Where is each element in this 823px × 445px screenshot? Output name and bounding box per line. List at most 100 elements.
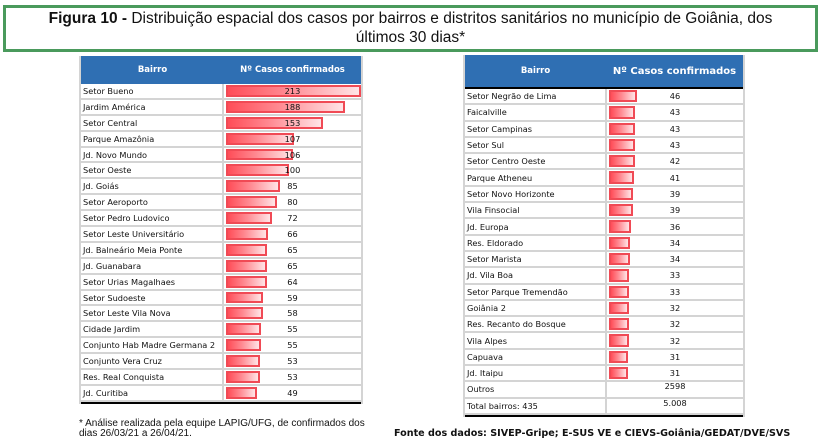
table-row: Setor Parque Tremendão 33: [465, 284, 743, 301]
table-row: Goiânia 2 32: [465, 300, 743, 318]
table-row: Capuava 31: [465, 349, 743, 367]
cases-cell: 43: [607, 138, 743, 152]
table-row: Jd. Guanabara 65: [81, 258, 361, 275]
cases-cell: 46: [607, 89, 743, 103]
summary-value: 2598: [664, 381, 686, 392]
cases-data-bar: [609, 350, 628, 364]
cases-value: 66: [287, 228, 298, 239]
bairro-name: Setor Sul: [465, 137, 607, 153]
table-row: Setor Aeroporto 80: [81, 195, 361, 212]
cases-value: 53: [287, 371, 298, 382]
table-row: Setor Leste Vila Nova 58: [81, 306, 361, 323]
bairro-name: Capuava: [465, 349, 607, 365]
table-row: Vila Finsocial 39: [465, 203, 743, 220]
cases-data-bar: [609, 334, 629, 347]
bairro-name: Res. Eldorado: [465, 235, 607, 250]
cases-cell: 32: [607, 301, 743, 315]
table-row: Setor Bueno 213: [81, 84, 361, 100]
table-row: Setor Marista 34: [465, 251, 743, 269]
bairro-name: Setor Centro Oeste: [465, 154, 607, 169]
cases-cell: 31: [607, 350, 743, 364]
bairro-name: Setor Aeroporto: [81, 195, 224, 210]
cases-cell: 33: [607, 285, 743, 299]
cases-cell: 65: [224, 243, 361, 257]
cases-value: 31: [669, 351, 681, 362]
bairro-name: Res. Recanto do Bosque: [465, 317, 607, 332]
cases-cell: 39: [607, 203, 743, 217]
bairro-name: Setor Oeste: [81, 163, 224, 178]
table-row: Res. Eldorado 34: [465, 235, 743, 252]
cases-cell: 80: [224, 195, 361, 209]
cases-cell: 49: [224, 386, 361, 400]
right-cases-table: Bairro Nº Casos confirmados Setor Negrão…: [463, 55, 745, 417]
cases-cell: 100: [224, 163, 361, 177]
table-row: Setor Centro Oeste 42: [465, 154, 743, 171]
cases-data-bar: [609, 301, 629, 315]
cases-data-bar: [226, 291, 264, 304]
cases-data-bar: [226, 275, 267, 288]
bairro-name: Jd. Europa: [465, 219, 607, 234]
bairro-name: Setor Central: [81, 115, 224, 130]
table-row: Conjunto Vera Cruz 53: [81, 354, 361, 371]
table-row: Jd. Balneário Meia Ponte 65: [81, 242, 361, 259]
cases-value: 53: [287, 356, 298, 367]
cases-cell: 53: [224, 354, 361, 368]
figure-title-line1: Distribuição espacial dos casos por bair…: [127, 10, 773, 27]
cases-data-bar: [226, 180, 280, 193]
table-body: Setor Bueno 213 Jardim América 188 Setor Cen…: [81, 84, 361, 402]
cases-value: 39: [669, 205, 681, 216]
table-row: Setor Oeste 100: [81, 163, 361, 180]
table-row: Conjunto Hab Madre Germana 2 55: [81, 338, 361, 355]
cases-cell: 64: [224, 275, 361, 289]
cases-data-bar: [609, 367, 628, 380]
bairro-name: Setor Sudoeste: [81, 290, 224, 305]
cases-value: 46: [669, 91, 681, 102]
bairro-name: Jd. Guanabara: [81, 258, 224, 273]
cases-data-bar: [226, 196, 277, 209]
table-row: Parque Atheneu 41: [465, 170, 743, 187]
cases-value: 32: [669, 335, 681, 346]
bairro-name: Setor Pedro Ludovico: [81, 211, 224, 226]
cases-data-bar: [226, 243, 268, 256]
bairro-name: Jd. Itaipu: [465, 366, 607, 381]
cases-data-bar: [609, 220, 631, 233]
cases-data-bar: [226, 371, 260, 383]
cases-data-bar: [609, 187, 633, 201]
summary-cell: 2598: [607, 381, 743, 396]
bairro-name: Jd. Balneário Meia Ponte: [81, 242, 224, 257]
cases-cell: 66: [224, 227, 361, 241]
cases-value: 213: [284, 85, 301, 96]
cases-data-bar: [226, 228, 268, 240]
bairro-name: Setor Urias Magalhaes: [81, 274, 224, 289]
cases-data-bar: [226, 386, 258, 399]
cases-value: 43: [669, 123, 681, 134]
cases-value: 100: [284, 165, 301, 176]
cases-data-bar: [226, 132, 294, 145]
bairro-name: Parque Atheneu: [465, 170, 607, 185]
bairro-name: Conjunto Hab Madre Germana 2: [81, 338, 224, 353]
table-row: Setor Novo Horizonte 39: [465, 186, 743, 204]
bairro-name: Jd. Goiás: [81, 179, 224, 194]
header-bairro: Bairro: [520, 66, 551, 76]
cases-cell: 34: [607, 236, 743, 250]
table-row: Setor Pedro Ludovico 72: [81, 211, 361, 228]
summary-row: Outros 2598: [465, 381, 743, 399]
cases-value: 65: [287, 244, 298, 255]
figure-label: Figura 10 -: [48, 10, 128, 27]
table-row: Jd. Goiás 85: [81, 179, 361, 196]
cases-cell: 107: [224, 132, 361, 146]
cases-value: 33: [669, 270, 681, 281]
summary-label: Outros: [465, 382, 607, 397]
table-row: Vila Alpes 32: [465, 333, 743, 350]
cases-data-bar: [609, 106, 636, 119]
table-row: Jd. Curitiba 49: [81, 385, 361, 402]
cases-cell: 188: [224, 100, 361, 114]
cases-cell: 41: [607, 170, 743, 184]
cases-value: 32: [669, 303, 681, 313]
cases-data-bar: [226, 259, 268, 272]
cases-data-bar: [609, 285, 630, 298]
cases-data-bar: [226, 355, 260, 368]
table-row: Jd. Itaipu 31: [465, 366, 743, 383]
cases-cell: 59: [224, 291, 361, 305]
cases-data-bar: [226, 323, 261, 336]
